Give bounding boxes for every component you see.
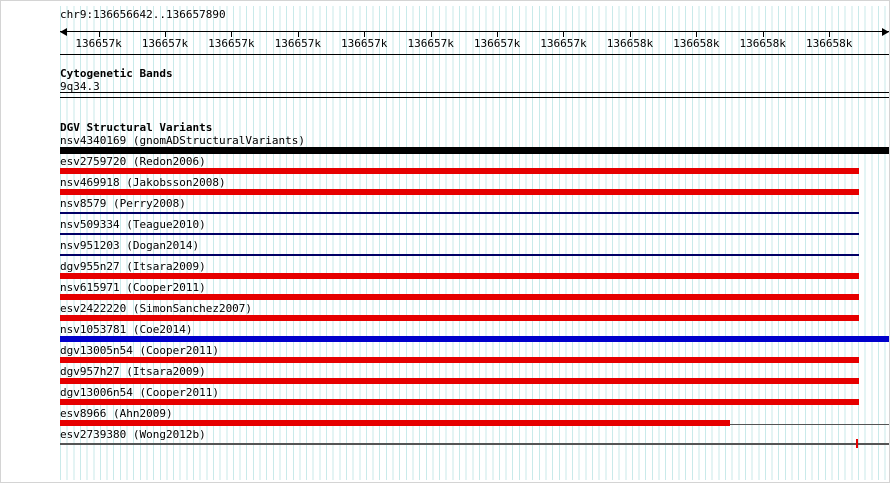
ruler-axis-line xyxy=(60,31,889,32)
ruler-tick-label: 136657k xyxy=(274,37,322,50)
variant-label[interactable]: dgv957h27 (Itsara2009) xyxy=(60,365,206,378)
ruler-tick-mark xyxy=(829,32,831,37)
variant-bar[interactable] xyxy=(60,420,730,426)
ruler-tick-mark xyxy=(98,32,100,37)
variant-bar[interactable] xyxy=(60,233,860,235)
ruler-tick-mark xyxy=(497,32,499,37)
variant-bar[interactable] xyxy=(60,212,860,214)
variant-label[interactable]: nsv4340169 (gnomADStructuralVariants) xyxy=(60,134,306,147)
variant-bar[interactable] xyxy=(60,315,860,321)
ruler-tick-mark xyxy=(563,32,565,37)
variant-bar[interactable] xyxy=(60,168,860,174)
ruler-tick-label: 136657k xyxy=(473,37,521,50)
ruler-tick-label: 136657k xyxy=(540,37,587,50)
ruler-tick-mark xyxy=(364,32,366,37)
variant-bar[interactable] xyxy=(60,399,860,405)
variant-bar[interactable] xyxy=(60,189,860,195)
ruler-tick-label: 136657k xyxy=(208,37,255,50)
variant-label[interactable]: dgv13006n54 (Cooper2011) xyxy=(60,386,219,399)
ruler-tick-label: 136658k xyxy=(805,37,853,50)
variant-bar[interactable] xyxy=(60,273,860,279)
ruler-tick-mark xyxy=(430,32,432,37)
ruler-right-arrow-icon xyxy=(882,28,889,36)
ruler-left-arrow-icon xyxy=(60,28,67,36)
cytoband-rect[interactable] xyxy=(60,92,889,98)
variant-track-row: nsv469918 (Jakobsson2008) xyxy=(60,176,889,197)
cytobands-section-title: Cytogenetic Bands xyxy=(60,67,173,80)
panel-separator-line xyxy=(60,54,889,55)
variant-label[interactable]: dgv955n27 (Itsara2009) xyxy=(60,260,206,273)
variant-connector-line xyxy=(729,424,889,425)
ruler-tick-label: 136658k xyxy=(606,37,654,50)
ruler-tick-mark xyxy=(629,32,631,37)
variant-bar[interactable] xyxy=(60,336,889,342)
variant-track-row: esv2422220 (SimonSanchez2007) xyxy=(60,302,889,323)
variant-label[interactable]: esv8966 (Ahn2009) xyxy=(60,407,173,420)
ruler-tick-label: 136658k xyxy=(673,37,720,50)
variant-track-row: nsv951203 (Dogan2014) xyxy=(60,239,889,260)
variant-track-row: nsv4340169 (gnomADStructuralVariants) xyxy=(60,134,889,155)
ruler-tick-label: 136657k xyxy=(407,37,454,50)
variant-label[interactable]: dgv13005n54 (Cooper2011) xyxy=(60,344,219,357)
ruler-ticks: 136657k 136657k 136657k 136657k 136657k 13665… xyxy=(60,31,889,51)
variant-track-row: nsv615971 (Cooper2011) xyxy=(60,281,889,302)
variant-track-row: esv2759720 (Redon2006) xyxy=(60,155,889,176)
variant-bar[interactable] xyxy=(60,147,889,154)
variant-track-row: nsv1053781 (Coe2014) xyxy=(60,323,889,344)
variant-bar[interactable] xyxy=(60,294,860,300)
variant-track-row: dgv13006n54 (Cooper2011) xyxy=(60,386,889,407)
variant-label[interactable]: nsv1053781 (Coe2014) xyxy=(60,323,193,336)
region-coordinates: chr9:136656642..136657890 xyxy=(60,8,226,21)
variant-label[interactable]: esv2739380 (Wong2012b) xyxy=(60,428,206,441)
variant-track-row: dgv955n27 (Itsara2009) xyxy=(60,260,889,281)
variant-bar[interactable] xyxy=(60,378,860,384)
ruler-tick-mark xyxy=(696,32,698,37)
cytoband-name: 9q34.3 xyxy=(60,80,100,93)
ruler-tick-mark xyxy=(231,32,233,37)
variants-section-title: DGV Structural Variants xyxy=(60,121,213,134)
variant-label[interactable]: nsv509334 (Teague2010) xyxy=(60,218,206,231)
variant-label[interactable]: nsv951203 (Dogan2014) xyxy=(60,239,200,252)
variant-track-row: nsv8579 (Perry2008) xyxy=(60,197,889,218)
variant-track-row: esv8966 (Ahn2009) xyxy=(60,407,889,428)
ruler-tick-label: 136657k xyxy=(141,37,189,50)
ruler-tick-label: 136657k xyxy=(341,37,388,50)
variant-label[interactable]: nsv469918 (Jakobsson2008) xyxy=(60,176,226,189)
variant-bar[interactable] xyxy=(60,357,860,363)
variant-label[interactable]: nsv615971 (Cooper2011) xyxy=(60,281,206,294)
variant-bar[interactable] xyxy=(60,443,889,445)
variant-track-row: esv2739380 (Wong2012b) xyxy=(60,428,889,449)
variant-tracks: nsv4340169 (gnomADStructuralVariants) esv… xyxy=(60,134,889,454)
variant-track-row: dgv13005n54 (Cooper2011) xyxy=(60,344,889,365)
ruler-tick-mark xyxy=(297,32,299,37)
ruler-tick-label: 136658k xyxy=(739,37,786,50)
variant-point-marker[interactable] xyxy=(855,439,858,448)
variant-bar[interactable] xyxy=(60,254,860,256)
variant-label[interactable]: nsv8579 (Perry2008) xyxy=(60,197,186,210)
variant-label[interactable]: esv2759720 (Redon2006) xyxy=(60,155,206,168)
variant-track-row: nsv509334 (Teague2010) xyxy=(60,218,889,239)
ruler-tick-mark xyxy=(164,32,166,37)
variant-track-row: dgv957h27 (Itsara2009) xyxy=(60,365,889,386)
variant-label[interactable]: esv2422220 (SimonSanchez2007) xyxy=(60,302,253,315)
ruler-tick-mark xyxy=(762,32,764,37)
ruler-tick-label: 136657k xyxy=(75,37,122,50)
